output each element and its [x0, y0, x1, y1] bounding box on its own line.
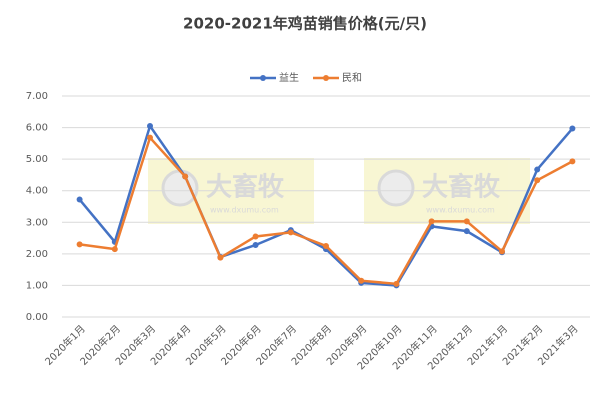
y-tick-label: 4.00 — [26, 186, 48, 197]
data-point — [393, 280, 400, 287]
data-point — [147, 134, 153, 141]
y-tick-label: 0.00 — [26, 312, 48, 323]
data-point — [287, 229, 294, 236]
y-tick-label: 1.00 — [26, 280, 48, 291]
watermark-brand: 大畜牧 — [206, 172, 285, 203]
data-point — [463, 228, 470, 235]
watermark-logo — [377, 169, 415, 207]
legend-marker — [323, 75, 329, 81]
chart-title: 2020-2021年鸡苗销售价格(元/只) — [183, 15, 427, 33]
data-point — [252, 242, 259, 249]
y-tick-label: 2.00 — [26, 249, 48, 260]
y-tick-label: 7.00 — [26, 91, 48, 102]
data-point — [463, 218, 470, 225]
data-point — [534, 166, 541, 173]
y-tick-label: 3.00 — [26, 217, 48, 228]
legend-marker — [260, 75, 266, 81]
legend-label: 益生 — [279, 71, 299, 84]
data-point — [182, 173, 189, 180]
watermark-brand: 大畜牧 — [422, 172, 501, 203]
watermark-logo — [161, 169, 199, 207]
data-point — [252, 233, 259, 240]
data-point — [111, 246, 118, 253]
watermark-url: www.dxumu.com — [210, 206, 279, 215]
data-point — [499, 248, 505, 255]
data-point — [569, 158, 576, 165]
y-tick-label: 6.00 — [26, 123, 48, 134]
legend-label: 民和 — [342, 72, 362, 84]
data-point — [569, 125, 576, 132]
watermark-url: www.dxumu.com — [426, 206, 495, 215]
data-point — [358, 277, 365, 284]
data-point — [217, 254, 224, 261]
data-point — [76, 241, 83, 248]
data-point — [323, 242, 329, 249]
data-point — [76, 196, 83, 203]
data-point — [428, 218, 435, 225]
y-tick-label: 5.00 — [26, 154, 48, 165]
data-point — [147, 122, 153, 129]
data-point — [534, 177, 541, 184]
